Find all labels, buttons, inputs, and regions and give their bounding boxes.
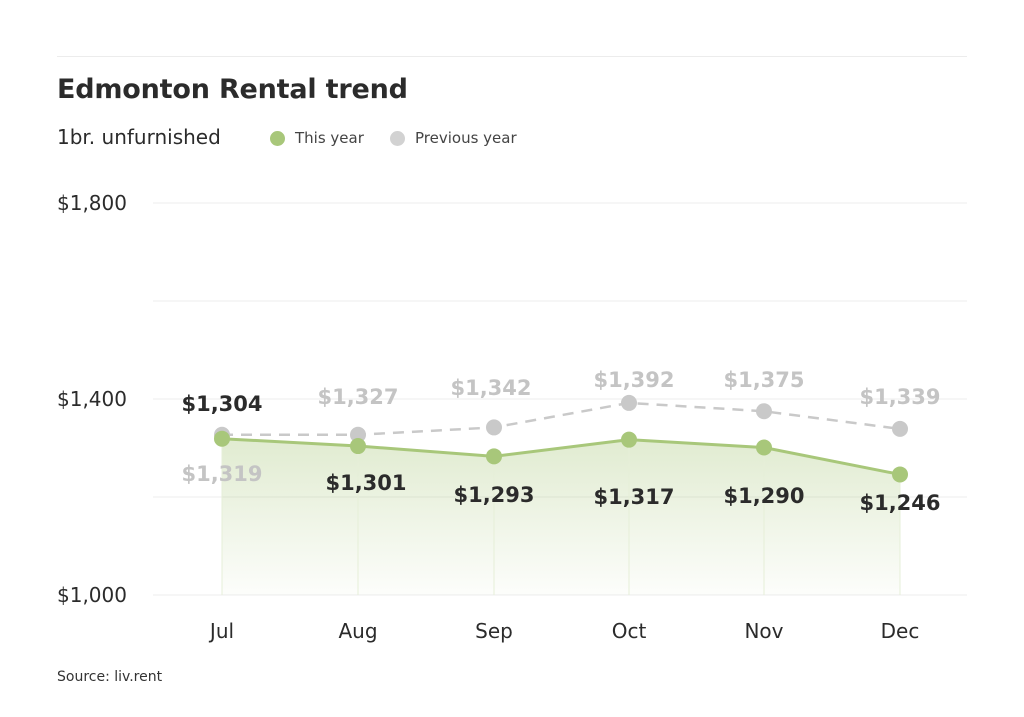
this-year-data-label: $1,290 bbox=[723, 484, 804, 508]
chart-title: Edmonton Rental trend bbox=[57, 74, 408, 105]
this-year-area bbox=[222, 438, 900, 595]
legend-dot-previous-year bbox=[390, 130, 405, 146]
x-tick-label: Dec bbox=[881, 619, 920, 643]
this-year-data-label: $1,293 bbox=[453, 483, 534, 507]
this-year-data-label: $1,301 bbox=[325, 471, 406, 495]
x-tick-label: Aug bbox=[338, 619, 377, 643]
previous-year-data-label: $1,327 bbox=[317, 385, 398, 409]
legend-item-this-year: This year bbox=[270, 128, 364, 148]
legend-item-previous-year: Previous year bbox=[390, 128, 517, 148]
y-tick-label: $1,400 bbox=[57, 387, 127, 411]
this-year-data-label: $1,317 bbox=[593, 485, 674, 509]
previous-year-point bbox=[486, 419, 502, 436]
source-note: Source: liv.rent bbox=[57, 669, 163, 685]
this-year-point bbox=[892, 466, 908, 483]
previous-year-point bbox=[621, 394, 637, 411]
previous-year-data-label: $1,375 bbox=[723, 368, 804, 392]
this-year-point bbox=[214, 430, 230, 447]
previous-year-point bbox=[350, 426, 366, 443]
y-tick-label: $1,000 bbox=[57, 583, 127, 607]
previous-year-point bbox=[756, 403, 772, 420]
this-year-point bbox=[756, 439, 772, 456]
legend-label-previous-year: Previous year bbox=[415, 129, 517, 147]
previous-year-data-label: $1,319 bbox=[181, 462, 262, 486]
previous-year-point bbox=[892, 420, 908, 437]
previous-year-data-label: $1,392 bbox=[593, 368, 674, 392]
x-tick-label: Sep bbox=[475, 619, 513, 643]
x-tick-label: Jul bbox=[208, 619, 234, 643]
top-divider bbox=[57, 56, 967, 57]
previous-year-data-label: $1,339 bbox=[859, 385, 940, 409]
chart-subtitle: 1br. unfurnished bbox=[57, 125, 221, 149]
this-year-data-label: $1,246 bbox=[859, 491, 940, 515]
x-tick-label: Nov bbox=[744, 619, 783, 643]
x-tick-label: Oct bbox=[612, 619, 647, 643]
this-year-point bbox=[350, 438, 366, 455]
this-year-point bbox=[486, 448, 502, 465]
legend-dot-this-year bbox=[270, 130, 285, 146]
this-year-data-label: $1,304 bbox=[181, 392, 262, 416]
y-tick-label: $1,800 bbox=[57, 191, 127, 215]
previous-year-data-label: $1,342 bbox=[450, 376, 531, 400]
this-year-point bbox=[621, 431, 637, 448]
this-year-line bbox=[221, 437, 901, 476]
legend-label-this-year: This year bbox=[295, 129, 364, 147]
